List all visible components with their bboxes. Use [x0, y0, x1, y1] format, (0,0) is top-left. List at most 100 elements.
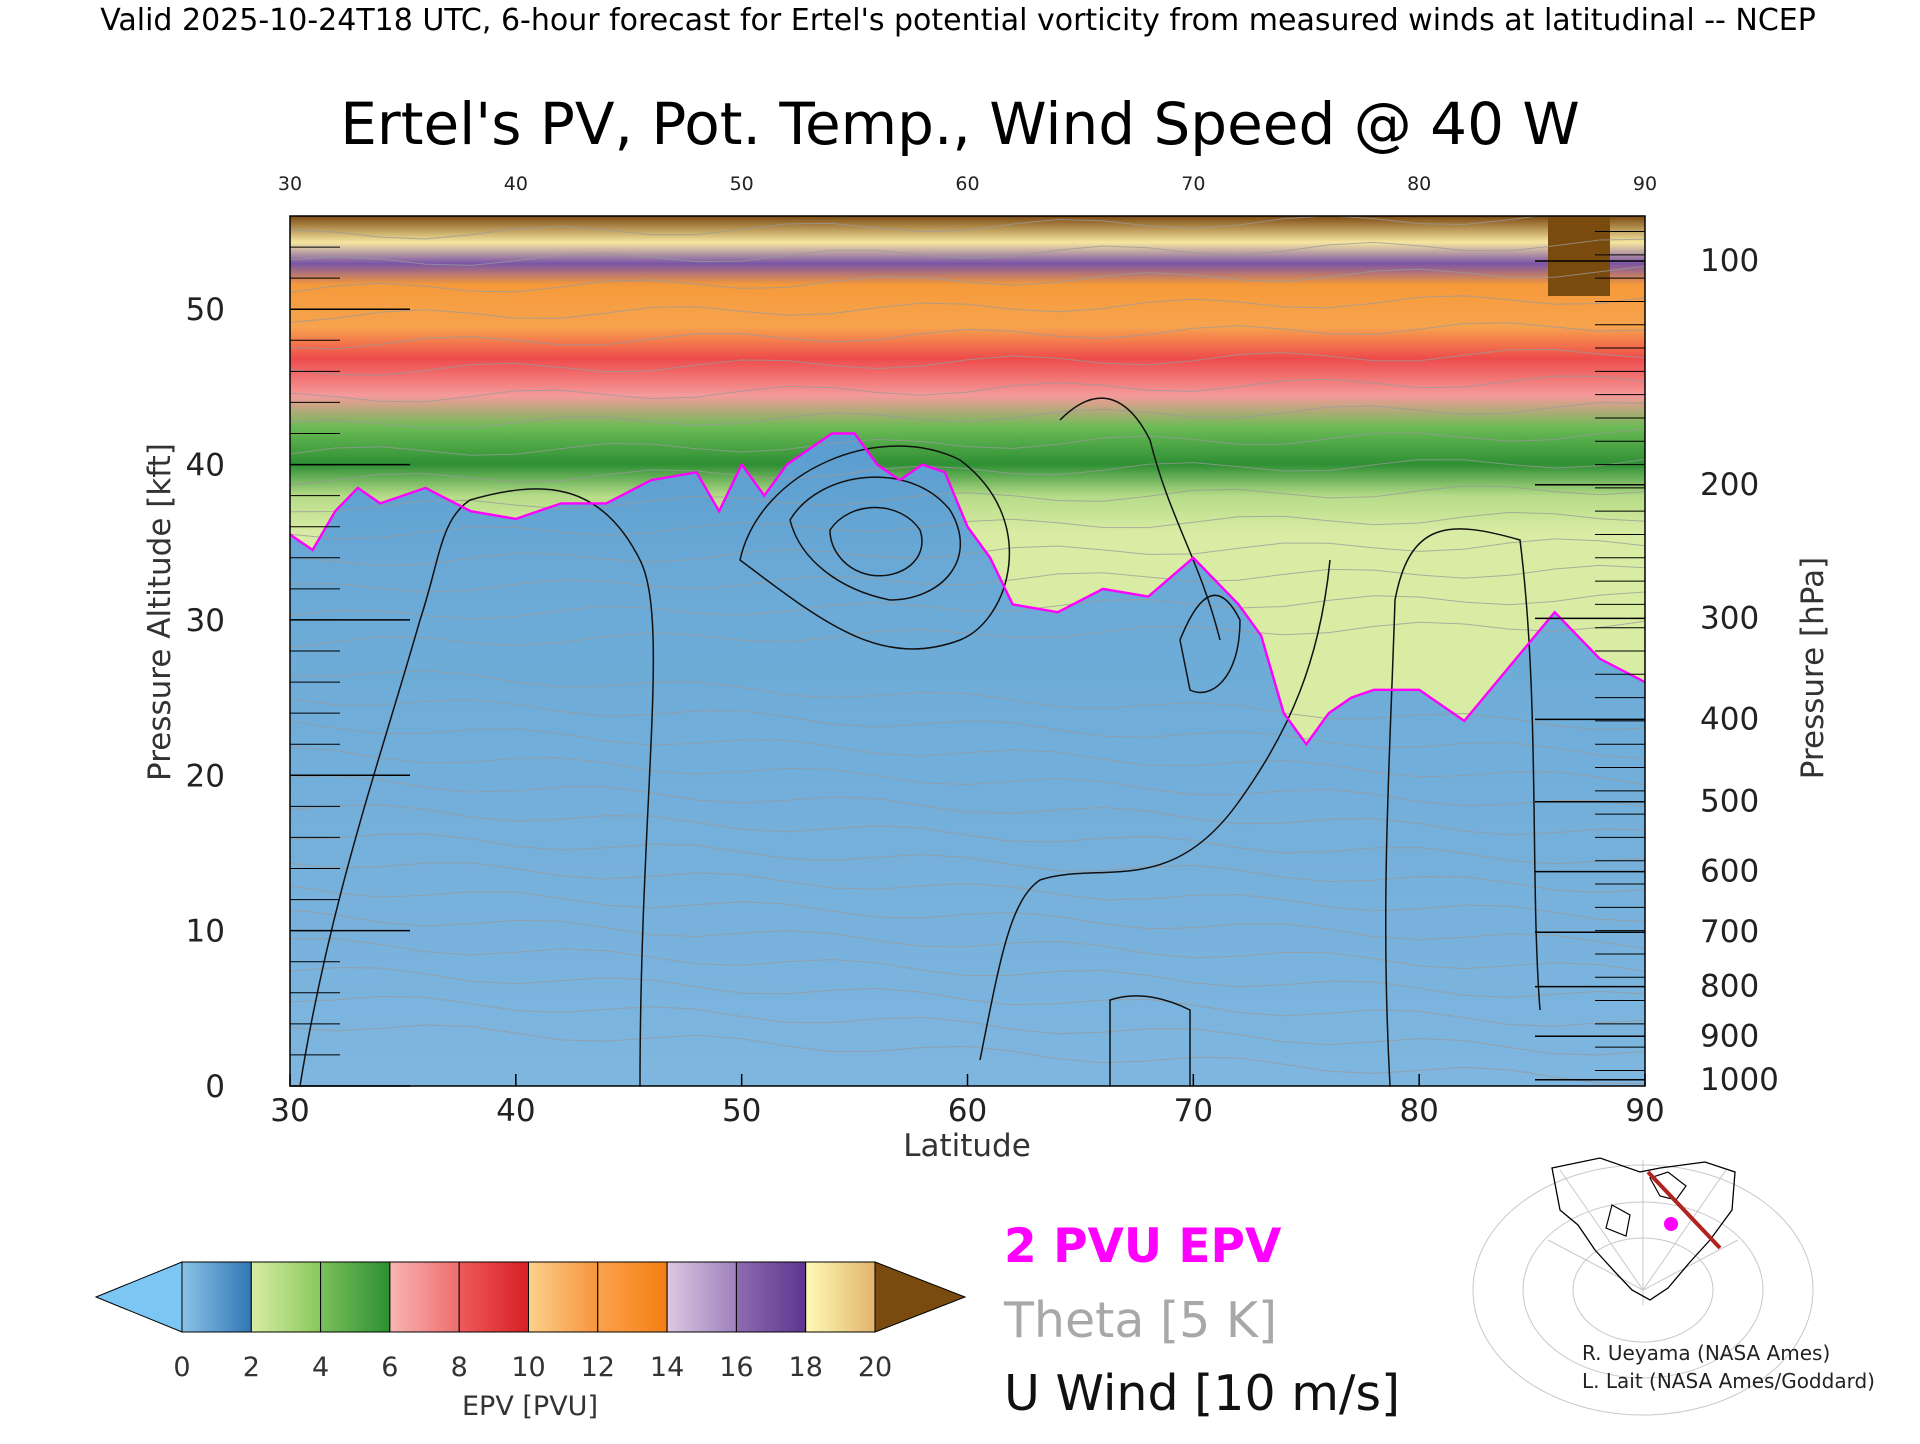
y-left-tick-label: 20 — [186, 758, 225, 794]
theta-contour-line — [290, 620, 1645, 648]
theta-contour-line — [290, 375, 1645, 403]
colorbar-tick-label: 4 — [312, 1352, 329, 1383]
y-left-tick-label: 40 — [186, 448, 225, 484]
x-tick-label: 80 — [1399, 1093, 1438, 1129]
colorbar-tick-label: 2 — [243, 1352, 260, 1383]
theta-contour-line — [290, 538, 1645, 566]
y-left-tick-label: 0 — [205, 1069, 225, 1105]
x-tick-label: 30 — [270, 1093, 309, 1129]
x-tick-label: 70 — [1174, 1093, 1213, 1129]
theta-contour-line — [290, 322, 1645, 350]
x-axis-label: Latitude — [903, 1128, 1031, 1164]
x-tick-label: 60 — [948, 1093, 987, 1129]
y-right-tick-label: 600 — [1700, 854, 1759, 890]
colorbar-tick-label: 16 — [719, 1352, 753, 1383]
u-wind-contour-line — [1179, 594, 1241, 694]
u-wind-contour-line — [299, 488, 655, 1086]
theta-contour-line — [290, 591, 1645, 620]
colorbar-tick-label: 12 — [581, 1352, 615, 1383]
y-left-tick-label: 10 — [186, 914, 225, 950]
theta-contour-line — [290, 670, 1645, 731]
colorbar: 0 2 4 6 8 10 12 14 16 18 20 — [94, 1261, 967, 1383]
theta-contour-line — [290, 238, 1645, 266]
x-axis-bottom: 30 40 50 60 70 80 90 — [270, 1074, 1665, 1129]
y-right-tick-label: 1000 — [1700, 1062, 1779, 1098]
x-top-tick-label: 60 — [955, 173, 979, 195]
colorbar-under-arrow — [94, 1261, 183, 1333]
credit-line-1: R. Ueyama (NASA Ames) — [1582, 1341, 1830, 1365]
theta-contour-line — [290, 401, 1645, 429]
credit-line-2: L. Lait (NASA Ames/Goddard) — [1582, 1369, 1875, 1393]
x-top-tick-label: 70 — [1181, 173, 1205, 195]
u-wind-contour-line — [1109, 995, 1191, 1086]
theta-contour-line — [290, 909, 1645, 972]
x-tick-label: 90 — [1625, 1093, 1664, 1129]
colorbar-tick-label: 20 — [858, 1352, 892, 1383]
u-wind-contour-line — [1384, 528, 1541, 1086]
theta-contour-line — [290, 804, 1645, 865]
y-right-tick-label: 500 — [1700, 784, 1759, 820]
colorbar-bin — [181, 1261, 252, 1333]
y-right-tick-label: 800 — [1700, 969, 1759, 1005]
theta-contour-line — [290, 458, 1645, 486]
u-wind-contour-line — [1059, 397, 1221, 641]
y-right-tick-label: 400 — [1700, 701, 1759, 737]
legend-theta-label: Theta [5 K] — [1003, 1292, 1277, 1349]
u-wind-contour-line — [789, 476, 962, 601]
epv-upper-bands — [290, 216, 1645, 745]
y-axis-right-label: Pressure [hPa] — [1795, 557, 1831, 779]
y-left-tick-label: 50 — [186, 292, 225, 328]
x-tick-label: 40 — [496, 1093, 535, 1129]
colorbar-bin — [458, 1261, 530, 1333]
u-wind-contour-line — [829, 506, 923, 577]
y-right-tick-label: 200 — [1700, 467, 1759, 503]
theta-contour-line — [290, 862, 1645, 922]
pv-2pvu-contour — [290, 432, 1645, 747]
x-top-tick-label: 40 — [504, 173, 528, 195]
y-right-tick-label: 700 — [1700, 914, 1759, 950]
y-axis-right: 100 200 300 400 500 600 700 800 900 1000 — [1535, 231, 1779, 1098]
theta-contour-line — [290, 348, 1645, 376]
theta-contour-line — [290, 884, 1645, 950]
y-axis-left: 0 10 20 30 40 50 — [186, 215, 410, 1105]
colorbar-bin — [666, 1261, 737, 1333]
theta-contour-line — [290, 1024, 1645, 1085]
globe-map-icon — [1472, 1155, 1814, 1416]
theta-contour-line — [290, 720, 1645, 786]
colorbar-tick-label: 14 — [650, 1352, 684, 1383]
theta-contour-line — [290, 746, 1645, 808]
y-axis-left-label: Pressure Altitude [kft] — [142, 443, 178, 781]
theta-contour-line — [290, 775, 1645, 836]
theta-contour-line — [290, 938, 1645, 998]
legend-u-wind-label: U Wind [10 m/s] — [1004, 1365, 1400, 1422]
theta-contour-line — [290, 511, 1645, 540]
theta-contour-line — [290, 564, 1645, 593]
y-right-tick-label: 900 — [1700, 1018, 1759, 1054]
colorbar-label: EPV [PVU] — [462, 1391, 598, 1422]
x-tick-label: 50 — [722, 1093, 761, 1129]
x-top-tick-label: 80 — [1407, 173, 1431, 195]
colorbar-tick-label: 8 — [451, 1352, 468, 1383]
x-axis-top: 30 40 50 60 70 80 90 — [278, 173, 1657, 195]
colorbar-bin — [250, 1261, 322, 1333]
colorbar-bin — [320, 1261, 391, 1333]
u-wind-contours — [299, 397, 1541, 1086]
x-top-tick-label: 50 — [730, 173, 754, 195]
x-top-tick-label: 90 — [1633, 173, 1657, 195]
theta-contour-line — [290, 428, 1645, 456]
colorbar-bin — [805, 1261, 876, 1333]
theta-contour-line — [290, 833, 1645, 894]
colorbar-over-arrow — [874, 1261, 967, 1333]
theta-contour-line — [290, 485, 1645, 513]
colorbar-bin — [389, 1261, 460, 1333]
epv-over-patch — [1548, 216, 1610, 296]
y-left-tick-label: 30 — [186, 603, 225, 639]
theta-contour-line — [290, 216, 1645, 240]
chart-title: Ertel's PV, Pot. Temp., Wind Speed @ 40 … — [340, 90, 1580, 158]
theta-contour-line — [290, 265, 1645, 293]
colorbar-bin — [528, 1261, 599, 1333]
colorbar-tick-label: 6 — [381, 1352, 398, 1383]
colorbar-bin — [597, 1261, 668, 1333]
